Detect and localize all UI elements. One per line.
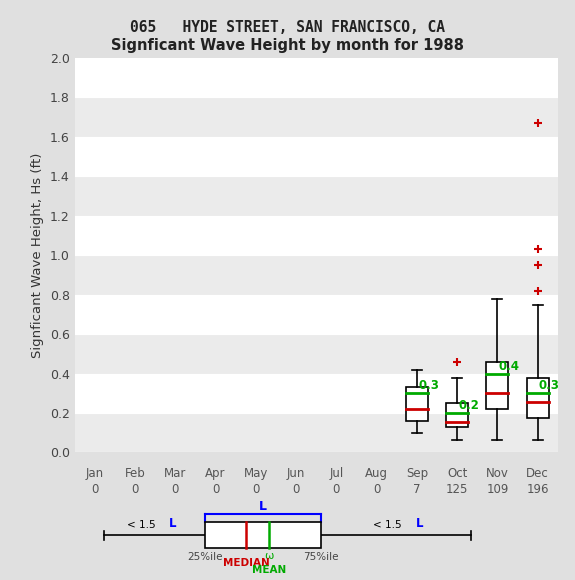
Text: 0: 0: [373, 483, 380, 495]
Bar: [75, 176, 558, 216]
Text: Dec: Dec: [526, 467, 549, 480]
Text: Nov: Nov: [486, 467, 509, 480]
Text: 065   HYDE STREET, SAN FRANCISCO, CA: 065 HYDE STREET, SAN FRANCISCO, CA: [130, 20, 445, 35]
Text: 7: 7: [413, 483, 421, 495]
Text: L: L: [259, 500, 267, 513]
Bar: [75, 334, 558, 374]
Text: 196: 196: [526, 483, 549, 495]
Text: May: May: [244, 467, 268, 480]
Text: 0: 0: [132, 483, 139, 495]
Text: MEAN: MEAN: [252, 564, 286, 575]
Text: 0: 0: [293, 483, 300, 495]
Bar: [446, 403, 468, 427]
Y-axis label: Signficant Wave Height, Hs (ft): Signficant Wave Height, Hs (ft): [31, 153, 44, 358]
Text: 0.2: 0.2: [458, 399, 479, 412]
Text: Apr: Apr: [205, 467, 226, 480]
Text: 25%ile: 25%ile: [187, 552, 223, 561]
Text: 109: 109: [486, 483, 508, 495]
Bar: [75, 216, 558, 255]
Text: Signficant Wave Height by month for 1988: Signficant Wave Height by month for 1988: [111, 38, 464, 53]
Bar: [527, 379, 549, 418]
Text: 0: 0: [333, 483, 340, 495]
Text: < 1.5: < 1.5: [126, 520, 159, 530]
Text: 0: 0: [91, 483, 98, 495]
Bar: [75, 413, 558, 452]
Bar: [205, 523, 321, 548]
Text: L: L: [169, 517, 177, 530]
Bar: [75, 137, 558, 176]
Text: ω: ω: [264, 551, 274, 561]
Text: MEDIAN: MEDIAN: [223, 558, 269, 568]
Bar: [75, 255, 558, 295]
Text: Oct: Oct: [447, 467, 467, 480]
Text: 0: 0: [252, 483, 259, 495]
Text: L: L: [416, 517, 423, 530]
Bar: [75, 58, 558, 97]
Text: 0.4: 0.4: [499, 360, 520, 372]
Bar: [75, 374, 558, 413]
Text: Jun: Jun: [287, 467, 305, 480]
Text: Aug: Aug: [365, 467, 388, 480]
Text: 75%ile: 75%ile: [304, 552, 339, 561]
Text: Jul: Jul: [329, 467, 343, 480]
Text: 0: 0: [212, 483, 219, 495]
Bar: [406, 387, 428, 421]
Text: Sep: Sep: [406, 467, 428, 480]
Text: < 1.5: < 1.5: [373, 520, 405, 530]
Bar: [486, 362, 508, 409]
Bar: [75, 97, 558, 137]
Bar: [75, 295, 558, 334]
Text: 125: 125: [446, 483, 468, 495]
Text: 0.3: 0.3: [539, 379, 559, 392]
Text: Jan: Jan: [86, 467, 104, 480]
Text: 0.3: 0.3: [418, 379, 439, 392]
Text: Feb: Feb: [125, 467, 145, 480]
Text: 0: 0: [172, 483, 179, 495]
Text: Mar: Mar: [164, 467, 186, 480]
